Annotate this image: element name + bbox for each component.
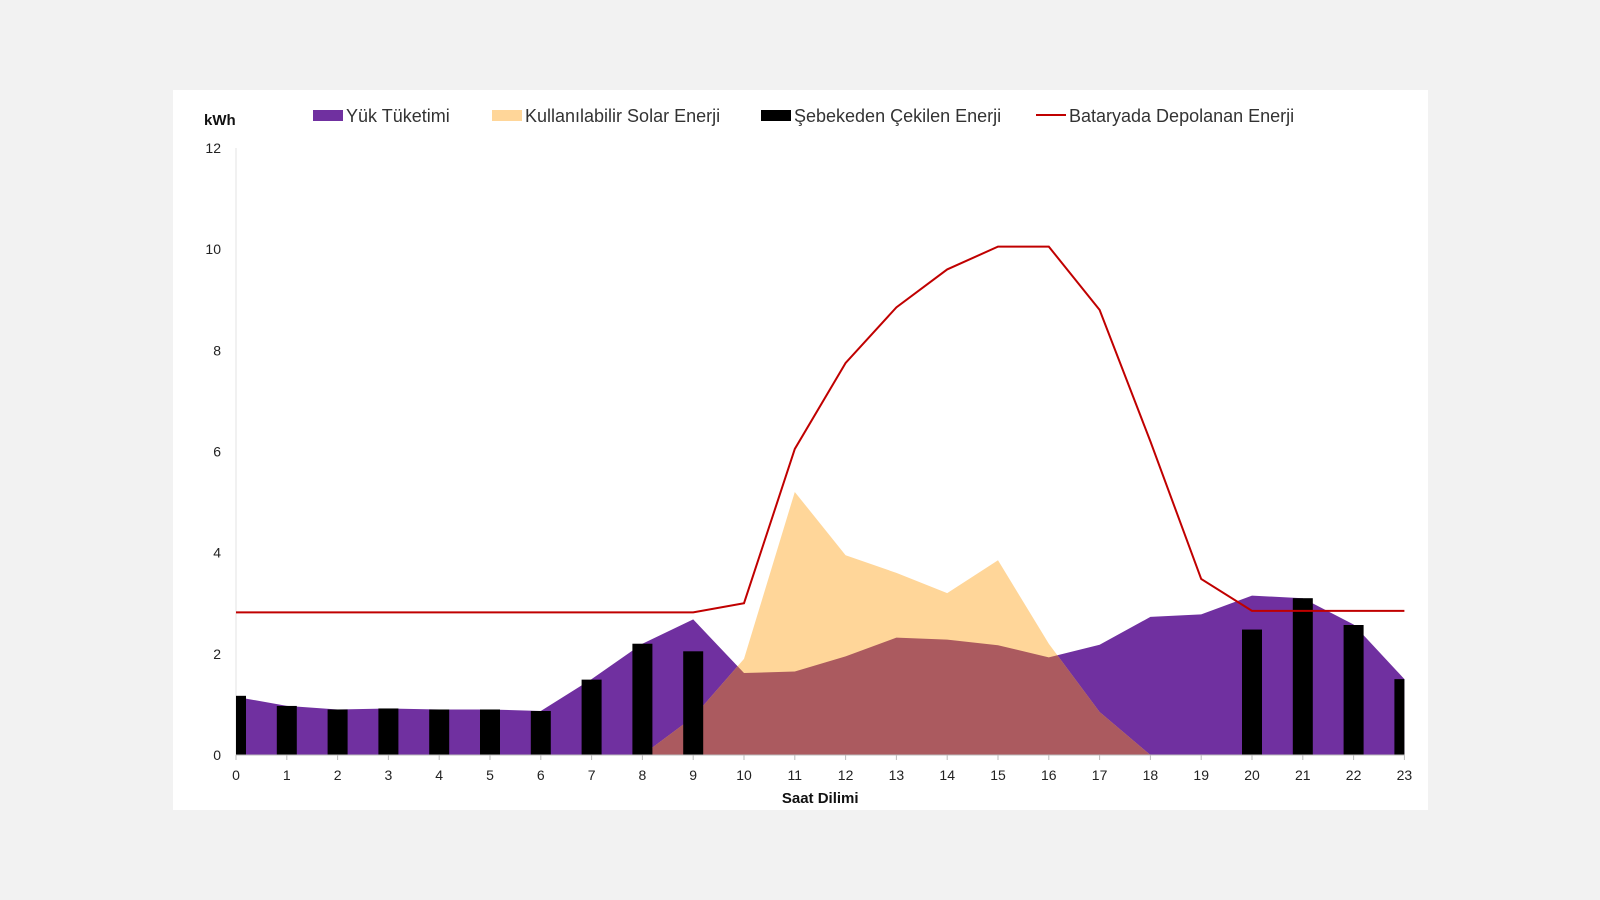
- y-tick-label: 0: [213, 747, 221, 763]
- bar-sebekeden-cekilen-enerji-3: [378, 708, 399, 755]
- bar-sebekeden-cekilen-enerji-1: [276, 705, 297, 755]
- bar-sebekeden-cekilen-enerji-23: [1394, 679, 1405, 755]
- x-tick-label: 5: [486, 767, 494, 783]
- series-bars-sebekeden: [236, 598, 1405, 755]
- x-tick-label: 16: [1041, 767, 1057, 783]
- bar-sebekeden-cekilen-enerji-8: [632, 643, 653, 755]
- series-area-solar: [236, 491, 1405, 755]
- legend-item-yuk-tuketimi: Yük Tüketimi: [313, 106, 450, 126]
- x-tick-label: 6: [537, 767, 545, 783]
- x-tick-label: 23: [1397, 767, 1413, 783]
- bar-sebekeden-cekilen-enerji-4: [429, 709, 450, 755]
- y-axis-title: kWh: [204, 112, 236, 129]
- legend-label: Bataryada Depolanan Enerji: [1069, 106, 1294, 126]
- x-tick-label: 11: [788, 767, 803, 783]
- legend-label: Kullanılabilir Solar Enerji: [525, 106, 720, 126]
- x-tick-label: 8: [639, 767, 647, 783]
- x-tick-label: 18: [1143, 767, 1159, 783]
- x-tick-label: 3: [385, 767, 393, 783]
- y-axis: 0 2 4 6 8 10 12: [205, 140, 221, 763]
- bar-sebekeden-cekilen-enerji-21: [1292, 598, 1313, 755]
- legend-swatch: [313, 110, 343, 121]
- x-tick-label: 9: [689, 767, 697, 783]
- bar-sebekeden-cekilen-enerji-0: [236, 695, 246, 755]
- y-tick-label: 2: [213, 646, 221, 662]
- bar-sebekeden-cekilen-enerji-2: [327, 709, 348, 755]
- bar-sebekeden-cekilen-enerji-20: [1242, 629, 1262, 755]
- y-tick-label: 8: [213, 342, 221, 358]
- x-tick-label: 4: [435, 767, 443, 783]
- x-tick-label: 7: [588, 767, 596, 783]
- bar-sebekeden-cekilen-enerji-5: [480, 709, 500, 755]
- x-tick-label: 13: [889, 767, 905, 783]
- x-tick-label: 20: [1244, 767, 1260, 783]
- x-tick-label: 1: [283, 767, 291, 783]
- x-tick-label: 22: [1346, 767, 1362, 783]
- x-tick-label: 17: [1092, 767, 1108, 783]
- x-axis-title: Saat Dilimi: [782, 790, 859, 807]
- x-tick-label: 10: [736, 767, 752, 783]
- y-tick-label: 6: [213, 444, 221, 460]
- x-tick-label: 15: [990, 767, 1006, 783]
- legend: Yük Tüketimi Kullanılabilir Solar Enerji Ş…: [313, 106, 1294, 126]
- bar-sebekeden-cekilen-enerji-7: [581, 679, 602, 755]
- y-tick-label: 12: [205, 140, 221, 156]
- x-tick-label: 19: [1193, 767, 1209, 783]
- legend-item-kullanilabilir-solar-enerji: Kullanılabilir Solar Enerji: [492, 106, 720, 126]
- series-line-batarya: [236, 245, 1405, 614]
- x-tick-label: 0: [232, 767, 240, 783]
- x-tick-label: 2: [334, 767, 342, 783]
- x-tick-label: 12: [838, 767, 854, 783]
- x-tick-label: 21: [1295, 767, 1311, 783]
- bar-sebekeden-cekilen-enerji-6: [530, 710, 551, 755]
- legend-item-bataryada-depolanan-enerji: Bataryada Depolanan Enerji: [1036, 106, 1294, 126]
- legend-label: Şebekeden Çekilen Enerji: [794, 106, 1001, 126]
- legend-item-sebekeden-cekilen-enerji: Şebekeden Çekilen Enerji: [761, 106, 1001, 126]
- bar-sebekeden-cekilen-enerji-22: [1343, 625, 1364, 755]
- x-axis: 0 1 2 3 4 5 6 7 8 9 10 11 12 13 14 15 16 17 18 19 20 21 22 23: [232, 755, 1412, 783]
- y-tick-label: 10: [205, 241, 221, 257]
- y-tick-label: 4: [213, 545, 221, 561]
- legend-label: Yük Tüketimi: [346, 106, 450, 126]
- bar-sebekeden-cekilen-enerji-9: [683, 651, 704, 755]
- legend-swatch: [492, 110, 522, 121]
- legend-swatch: [761, 110, 791, 121]
- x-tick-label: 14: [939, 767, 955, 783]
